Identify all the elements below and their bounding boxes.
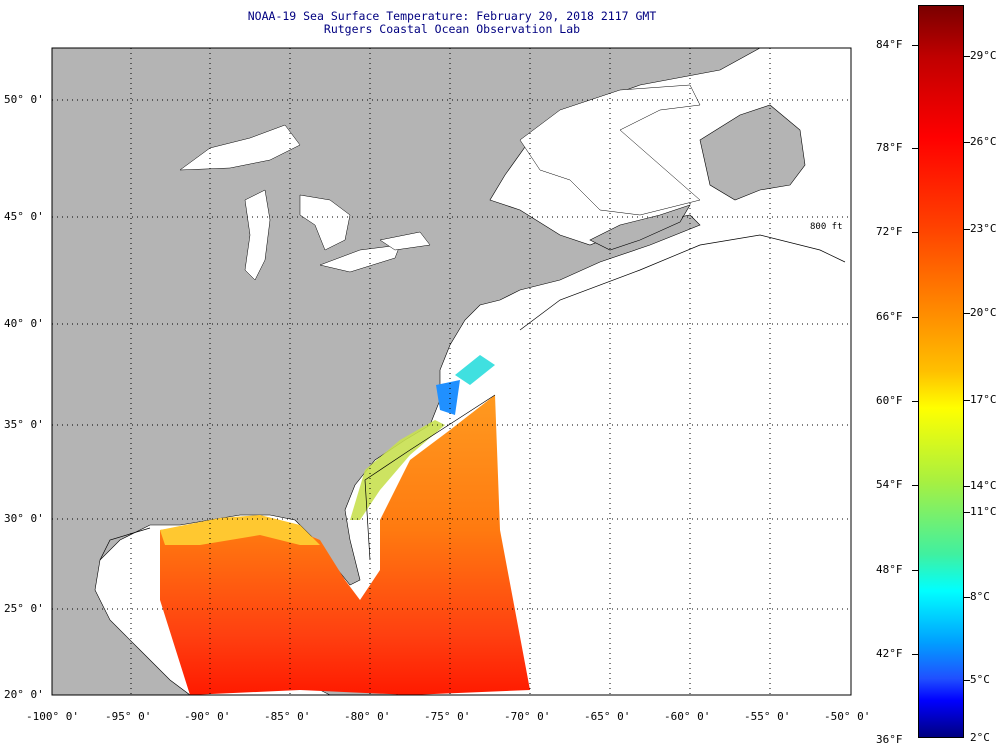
colorbar-tick xyxy=(964,56,970,57)
colorbar-tick xyxy=(964,680,970,681)
colorbar-tick xyxy=(912,45,918,46)
map-subtitle: Rutgers Coastal Ocean Observation Lab xyxy=(323,22,581,36)
colorbar-fahrenheit-label: 54°F xyxy=(876,478,903,491)
colorbar-celsius-label: 17°C xyxy=(970,393,997,406)
colorbar-tick xyxy=(964,313,970,314)
longitude-label: -75° 0' xyxy=(424,710,471,723)
colorbar-celsius-label: 11°C xyxy=(970,505,997,518)
land-newfoundland xyxy=(699,104,806,201)
colorbar-tick xyxy=(912,148,918,149)
sst-gulf-coast-band xyxy=(160,515,320,545)
sst-coastal-band xyxy=(350,420,445,520)
colorbar-fahrenheit-label: 48°F xyxy=(876,563,903,576)
colorbar-celsius-label: 2°C xyxy=(970,731,990,744)
colorbar-tick xyxy=(912,401,918,402)
colorbar-fahrenheit-label: 36°F xyxy=(876,733,903,746)
latitude-label: 20° 0' xyxy=(4,688,44,701)
latitude-label: 45° 0' xyxy=(4,210,44,223)
colorbar-celsius-label: 8°C xyxy=(970,590,990,603)
longitude-label: -80° 0' xyxy=(344,710,391,723)
colorbar-tick xyxy=(964,486,970,487)
map-title: NOAA-19 Sea Surface Temperature: Februar… xyxy=(247,9,657,23)
colorbar-fahrenheit-label: 72°F xyxy=(876,225,903,238)
colorbar-celsius-label: 26°C xyxy=(970,135,997,148)
colorbar xyxy=(918,5,964,738)
longitude-label: -90° 0' xyxy=(184,710,231,723)
colorbar-tick xyxy=(964,512,970,513)
great-lakes xyxy=(179,124,431,281)
latitude-label: 40° 0' xyxy=(4,317,44,330)
colorbar-fahrenheit-label: 84°F xyxy=(876,38,903,51)
colorbar-fahrenheit-label: 60°F xyxy=(876,394,903,407)
colorbar-tick xyxy=(912,570,918,571)
contour-label: 800 ft xyxy=(810,222,843,232)
graticule xyxy=(52,48,851,695)
latitude-label: 50° 0' xyxy=(4,93,44,106)
land-nova-scotia xyxy=(589,204,691,251)
longitude-label: -55° 0' xyxy=(744,710,791,723)
colorbar-celsius-label: 20°C xyxy=(970,306,997,319)
sst-cool-patch xyxy=(455,355,495,385)
colorbar-fahrenheit-label: 66°F xyxy=(876,310,903,323)
gulf-of-st-lawrence xyxy=(519,84,701,216)
colorbar-tick xyxy=(912,654,918,655)
colorbar-fahrenheit-label: 78°F xyxy=(876,141,903,154)
longitude-label: -50° 0' xyxy=(824,710,871,723)
colorbar-tick xyxy=(912,232,918,233)
latitude-label: 30° 0' xyxy=(4,512,44,525)
colorbar-tick xyxy=(912,317,918,318)
colorbar-celsius-label: 5°C xyxy=(970,673,990,686)
colorbar-tick xyxy=(912,485,918,486)
colorbar-fahrenheit-label: 42°F xyxy=(876,647,903,660)
colorbar-celsius-label: 29°C xyxy=(970,49,997,62)
sst-cold-patch xyxy=(436,380,460,415)
colorbar-tick xyxy=(964,597,970,598)
longitude-label: -95° 0' xyxy=(105,710,152,723)
longitude-label: -100° 0' xyxy=(26,710,79,723)
colorbar-celsius-label: 14°C xyxy=(970,479,997,492)
latitude-label: 35° 0' xyxy=(4,418,44,431)
colorbar-tick xyxy=(964,400,970,401)
map-frame xyxy=(51,47,852,696)
longitude-label: -60° 0' xyxy=(664,710,711,723)
continental-shelf-contour xyxy=(99,234,846,561)
sst-warm-region xyxy=(160,395,530,695)
colorbar-tick xyxy=(964,229,970,230)
colorbar-tick xyxy=(964,142,970,143)
longitude-label: -65° 0' xyxy=(584,710,631,723)
longitude-label: -70° 0' xyxy=(504,710,551,723)
latitude-label: 25° 0' xyxy=(4,602,44,615)
longitude-label: -85° 0' xyxy=(264,710,311,723)
colorbar-celsius-label: 23°C xyxy=(970,222,997,235)
